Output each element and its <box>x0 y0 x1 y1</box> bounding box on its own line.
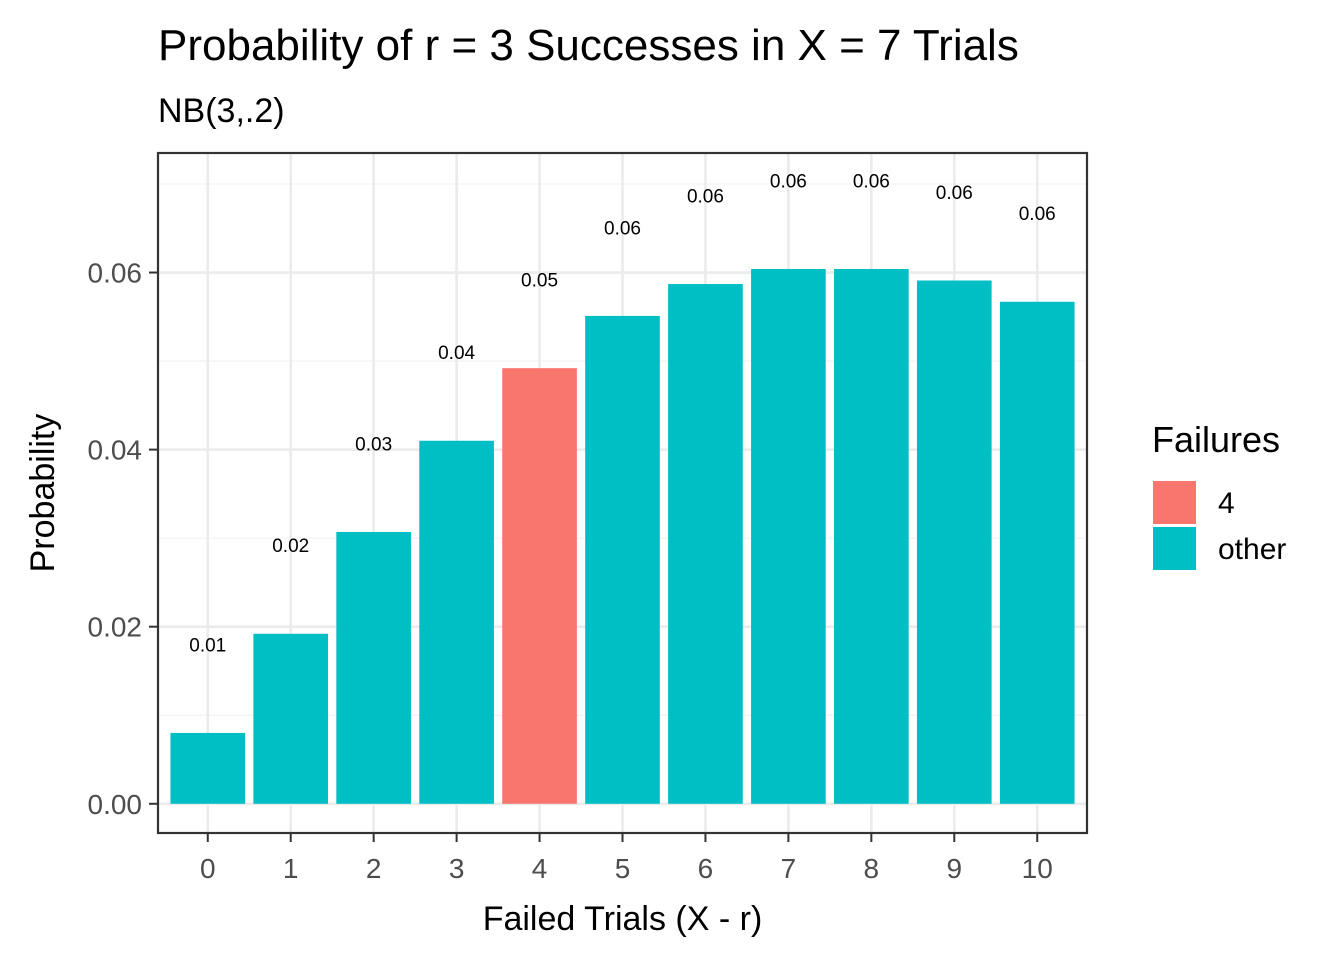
data-label-0: 0.01 <box>189 635 226 656</box>
legend-label-other: other <box>1218 533 1286 566</box>
chart-subtitle: NB(3,.2) <box>158 92 285 130</box>
bar-9 <box>916 280 992 804</box>
y-tick-label: 0.02 <box>88 612 143 643</box>
data-label-8: 0.06 <box>853 171 890 192</box>
legend-label-4: 4 <box>1218 487 1235 520</box>
data-label-2: 0.03 <box>355 434 392 455</box>
legend: Failures 4 other <box>1152 419 1286 570</box>
bar-0 <box>170 732 246 804</box>
bar-1 <box>253 633 329 804</box>
data-label-5: 0.06 <box>604 218 641 239</box>
bar-8 <box>834 268 909 804</box>
x-tick-label: 7 <box>781 853 797 884</box>
data-label-9: 0.06 <box>936 183 973 204</box>
x-tick-label: 3 <box>449 853 465 884</box>
bar-7 <box>751 268 826 804</box>
data-label-1: 0.02 <box>272 536 309 557</box>
data-label-7: 0.06 <box>770 171 807 192</box>
x-tick-label: 4 <box>532 853 548 884</box>
bar-5 <box>585 315 660 804</box>
y-axis-title: Probability <box>24 414 62 573</box>
x-tick-label: 2 <box>366 853 382 884</box>
bar-6 <box>668 284 743 804</box>
bar-2 <box>336 531 411 804</box>
x-tick-label: 1 <box>283 853 299 884</box>
bar-4 <box>502 368 577 804</box>
x-tick-label: 8 <box>864 853 880 884</box>
legend-title: Failures <box>1152 419 1280 460</box>
y-tick-label: 0.04 <box>88 435 143 466</box>
x-tick-label: 0 <box>200 853 216 884</box>
x-tick-label: 6 <box>698 853 714 884</box>
bar-10 <box>999 301 1075 804</box>
y-tick-label: 0.06 <box>88 258 143 289</box>
y-tick-label: 0.00 <box>88 789 143 820</box>
bars <box>170 268 1075 804</box>
bar-3 <box>419 440 494 804</box>
x-axis-title: Failed Trials (X - r) <box>483 900 763 938</box>
x-tick-label: 5 <box>615 853 631 884</box>
data-label-6: 0.06 <box>687 187 724 208</box>
legend-swatch-4 <box>1153 481 1196 524</box>
data-label-3: 0.04 <box>438 343 475 364</box>
x-tick-label: 9 <box>946 853 962 884</box>
legend-swatch-other <box>1153 527 1196 570</box>
x-tick-label: 10 <box>1022 853 1053 884</box>
data-label-10: 0.06 <box>1019 204 1056 225</box>
axes: 0.00 0.02 0.04 0.06 0 1 2 3 4 5 6 7 8 9 10 <box>88 258 1053 884</box>
chart-title: Probability of r = 3 Successes in X = 7 … <box>158 21 1019 70</box>
data-label-4: 0.05 <box>521 271 558 292</box>
data-labels: 0.01 0.02 0.03 0.04 0.05 0.06 0.06 0.06 0.06 0.06… <box>189 171 1055 656</box>
